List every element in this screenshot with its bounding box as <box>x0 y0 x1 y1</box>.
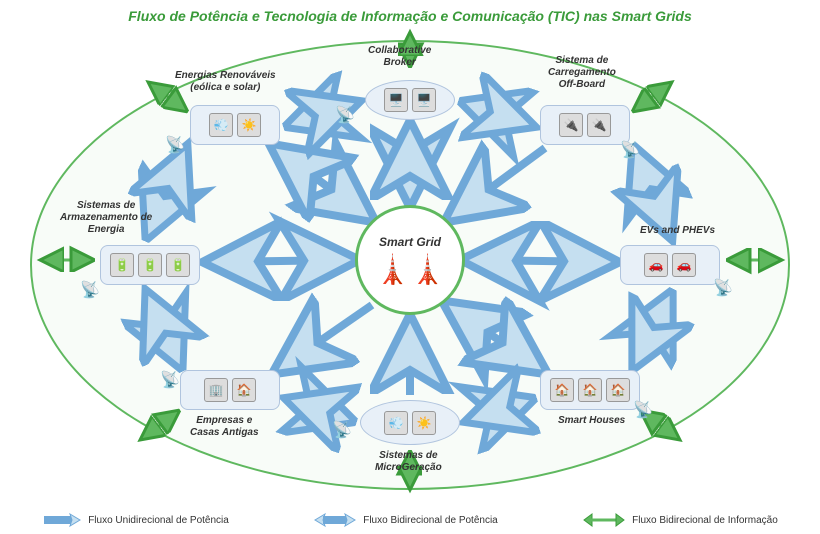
node-icon: 🏠 <box>232 378 256 402</box>
node-icon: 🔋 <box>166 253 190 277</box>
node-label-armaz: Sistemas deArmazenamento deEnergia <box>60 200 152 236</box>
node-icon: 🚗 <box>672 253 696 277</box>
node-icon: ☀️ <box>412 411 436 435</box>
node-icon: 🏢 <box>204 378 228 402</box>
power-grid-icon: 🗼🗼 <box>375 253 445 286</box>
node-label-empresas: Empresas eCasas Antigas <box>190 415 259 439</box>
node-icon: 🔌 <box>559 113 583 137</box>
node-label-houses: Smart Houses <box>558 415 625 427</box>
node-label-broker: CollaborativeBroker <box>368 45 431 69</box>
antenna-icon: 📡 <box>633 400 653 420</box>
node-micro: 💨☀️ <box>360 400 460 445</box>
node-icon: 🖥️ <box>412 88 436 112</box>
node-label-evs: EVs and PHEVs <box>640 225 715 237</box>
legend-bi: Fluxo Bidirecional de Potência <box>313 512 498 528</box>
node-icon: 🚗 <box>644 253 668 277</box>
node-icon: 🏠 <box>550 378 574 402</box>
antenna-icon: 📡 <box>713 278 733 298</box>
node-icon: 💨 <box>384 411 408 435</box>
antenna-icon: 📡 <box>620 140 640 160</box>
legend: Fluxo Unidirecional de Potência Fluxo Bi… <box>0 512 820 528</box>
antenna-icon: 📡 <box>160 370 180 390</box>
node-broker: 🖥️🖥️ <box>365 80 455 120</box>
node-icon: 🔋 <box>138 253 162 277</box>
node-label-renov: Energias Renováveis(eólica e solar) <box>175 70 276 94</box>
legend-bi-label: Fluxo Bidirecional de Potência <box>363 515 498 526</box>
node-label-micro: Sistemas deMicroGeração <box>375 450 442 474</box>
antenna-icon: 📡 <box>80 280 100 300</box>
center-label: Smart Grid <box>379 235 441 249</box>
legend-uni: Fluxo Unidirecional de Potência <box>42 512 229 528</box>
center-node: Smart Grid 🗼🗼 <box>355 205 465 315</box>
node-icon: 🔋 <box>110 253 134 277</box>
node-icon: 🖥️ <box>384 88 408 112</box>
node-icon: 🔌 <box>587 113 611 137</box>
node-empresas: 🏢🏠 <box>180 370 280 410</box>
antenna-icon: 📡 <box>165 135 185 155</box>
node-label-carreg: Sistema deCarregamentoOff-Board <box>548 55 616 91</box>
node-carreg: 🔌🔌 <box>540 105 630 145</box>
antenna-icon: 📡 <box>335 105 355 125</box>
legend-info: Fluxo Bidirecional de Informação <box>582 512 778 528</box>
node-renov: 💨☀️ <box>190 105 280 145</box>
node-icon: 🏠 <box>606 378 630 402</box>
node-icon: ☀️ <box>237 113 261 137</box>
legend-uni-label: Fluxo Unidirecional de Potência <box>88 515 229 526</box>
node-evs: 🚗🚗 <box>620 245 720 285</box>
node-icon: 🏠 <box>578 378 602 402</box>
antenna-icon: 📡 <box>332 420 352 440</box>
node-armaz: 🔋🔋🔋 <box>100 245 200 285</box>
node-icon: 💨 <box>209 113 233 137</box>
legend-info-label: Fluxo Bidirecional de Informação <box>632 515 778 526</box>
diagram-title: Fluxo de Potência e Tecnologia de Inform… <box>0 8 820 24</box>
node-houses: 🏠🏠🏠 <box>540 370 640 410</box>
